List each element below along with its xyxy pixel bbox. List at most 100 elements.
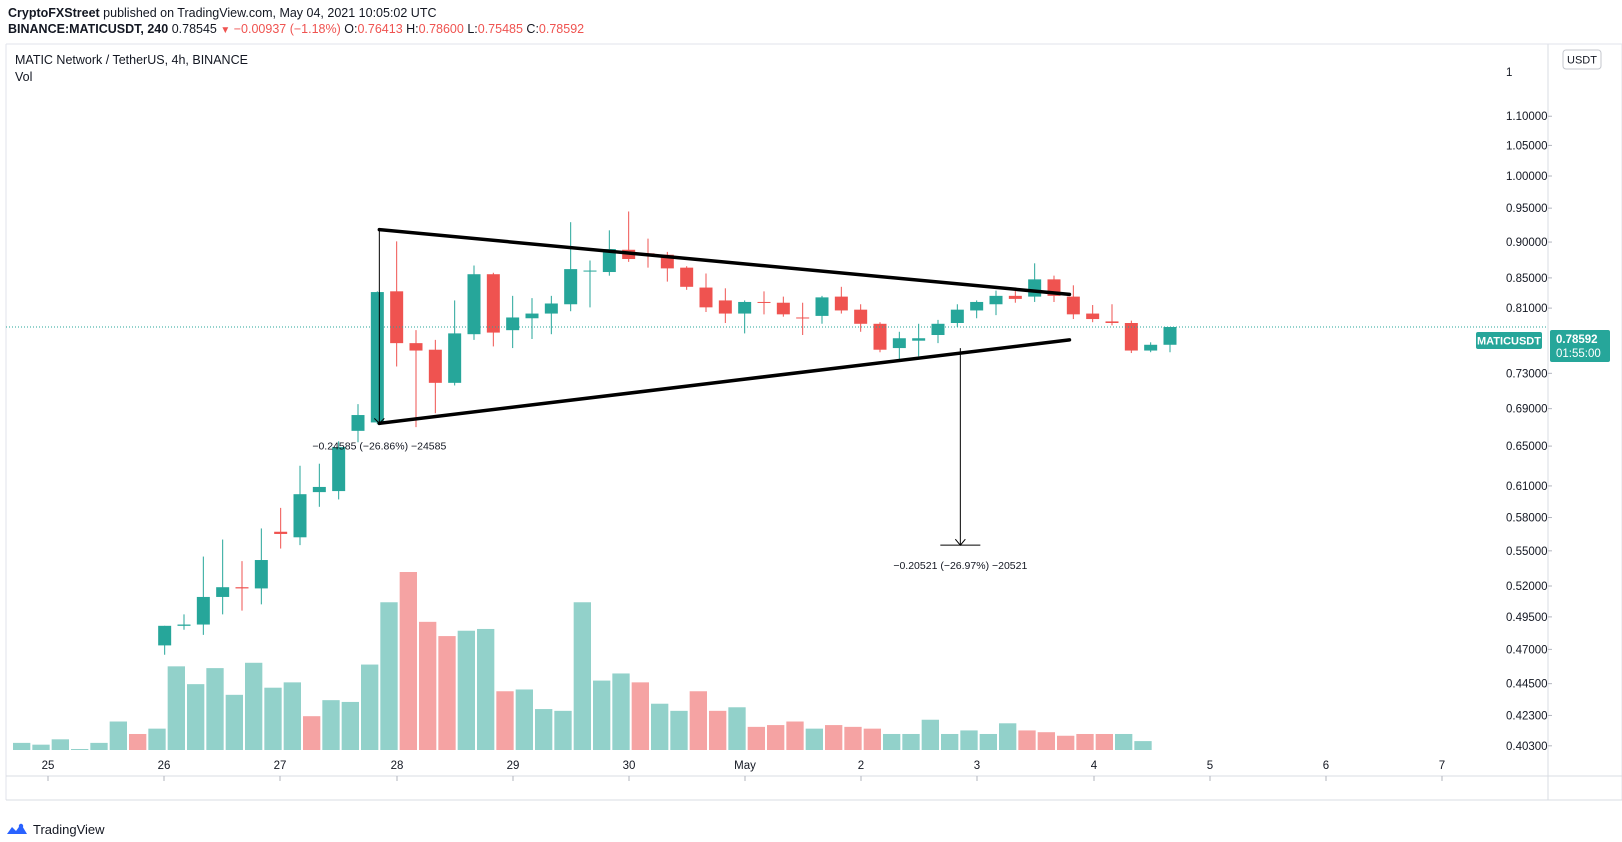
- volume-bar: [303, 716, 321, 750]
- candle: [834, 286, 848, 314]
- volume-bar: [979, 733, 997, 750]
- candle: [544, 295, 558, 335]
- candle: [854, 304, 868, 332]
- low-label: L:: [467, 22, 478, 36]
- price-tick-label: 0.42300: [1506, 710, 1548, 722]
- candle: [892, 331, 906, 360]
- volume-bar: [631, 682, 649, 750]
- volume-bar: [709, 710, 727, 750]
- volume-bar: [90, 742, 108, 750]
- candle: [196, 556, 210, 635]
- candle: [1008, 289, 1022, 303]
- candle: [602, 230, 616, 276]
- volume-bar: [71, 749, 89, 750]
- symbol-interval: BINANCE:MATICUSDT, 240: [8, 22, 169, 36]
- candle: [448, 300, 462, 386]
- time-tick-label: 7: [1439, 760, 1445, 772]
- time-tick-label: 2: [858, 760, 864, 772]
- candle: [428, 339, 442, 414]
- candle: [815, 295, 829, 324]
- candle: [158, 625, 172, 655]
- volume-bar: [380, 602, 398, 750]
- drawings: −0.24585 (−26.86%) −24585 −0.20521 (−26.9…: [6, 227, 1548, 572]
- trendline-lower[interactable]: [377, 338, 1072, 426]
- price-tick-label: 0.52000: [1506, 581, 1548, 593]
- volume-bar: [902, 733, 920, 750]
- candle: [216, 539, 230, 615]
- volume-bar: [825, 725, 843, 750]
- volume-bar: [863, 728, 881, 750]
- candle: [274, 507, 288, 549]
- volume-bar: [535, 709, 553, 750]
- footer-brand[interactable]: TradingView: [33, 821, 105, 837]
- price-axis[interactable]: 1.10000 1.05000 1.00000 0.95000 0.90000 0.850…: [1506, 67, 1552, 753]
- candle: [970, 300, 984, 319]
- volume-bar: [51, 739, 69, 750]
- candle: [738, 300, 752, 334]
- volume-bar: [129, 733, 147, 750]
- volume-bar: [283, 682, 301, 750]
- chart-header: CryptoFXStreet published on TradingView.…: [8, 2, 1408, 44]
- time-tick-label: 6: [1323, 760, 1329, 772]
- open-value: 0.76413: [357, 22, 403, 36]
- price-tick-label: 0.85000: [1506, 273, 1548, 285]
- price-tags: MATICUSDT 0.78592 01:55:00 USDT: [1476, 49, 1610, 362]
- volume-bar: [32, 744, 50, 750]
- candle: [1163, 326, 1177, 353]
- price-tick-label: 0.49500: [1506, 612, 1548, 624]
- close-value: 0.78592: [538, 22, 585, 36]
- volume-bar: [322, 700, 340, 750]
- series-title: MATIC Network / TetherUS, 4h, BINANCE: [15, 53, 248, 67]
- volume-bar: [883, 733, 901, 750]
- publisher-line: CryptoFXStreet published on TradingView.…: [8, 6, 436, 21]
- candle: [351, 404, 365, 443]
- volume-bar: [419, 621, 437, 750]
- candle: [699, 273, 713, 313]
- volume-bar: [1134, 741, 1152, 750]
- time-tick-label: 5: [1207, 760, 1213, 772]
- volume-bars: [13, 572, 1152, 750]
- price-tick-label: 0.47000: [1506, 644, 1548, 656]
- currency-button[interactable]: USDT: [1567, 55, 1597, 67]
- price-tick-label: 0.90000: [1506, 237, 1548, 249]
- current-price-tag: 0.78592: [1556, 334, 1598, 346]
- candles: [158, 211, 1177, 655]
- candle: [1086, 305, 1100, 323]
- volume-bar: [206, 668, 224, 750]
- volume-bar: [341, 701, 359, 750]
- volume-bar: [109, 721, 127, 750]
- candle: [486, 272, 500, 347]
- time-axis[interactable]: 25 26 27 28 29 30 May 2 3 4 5 6 7: [42, 760, 1446, 781]
- candle: [796, 302, 810, 336]
- volume-bar: [1095, 733, 1113, 750]
- volume-bar: [496, 691, 514, 750]
- volume-bar: [554, 710, 572, 750]
- author-name[interactable]: CryptoFXStreet: [8, 6, 100, 20]
- candle: [950, 304, 964, 327]
- candle: [1144, 342, 1158, 353]
- price-tick-label: 0.61000: [1506, 481, 1548, 493]
- price-tick-label: 0.69000: [1506, 404, 1548, 416]
- candle: [332, 441, 346, 500]
- time-tick-label: May: [734, 760, 756, 772]
- price-tick-label: 1.05000: [1506, 140, 1548, 152]
- time-tick-label: 25: [42, 760, 55, 772]
- volume-bar: [1037, 732, 1055, 750]
- price-tick-label: 0.40300: [1506, 741, 1548, 753]
- symbol-tag: MATICUSDT: [1477, 336, 1541, 348]
- candle: [1124, 320, 1138, 354]
- time-tick-label: 28: [391, 760, 404, 772]
- volume-bar: [1076, 733, 1094, 750]
- price-tick-label: 1: [1506, 67, 1512, 79]
- trendline-upper[interactable]: [377, 227, 1072, 297]
- ohlc-line: BINANCE:MATICUSDT, 240 0.78545 ▼ −0.0093…: [8, 22, 584, 38]
- price-change: −0.00937 (−1.18%): [233, 22, 341, 36]
- volume-bar: [245, 662, 263, 750]
- price-tick-label: 0.81000: [1506, 303, 1548, 315]
- price-tick-label: 1.00000: [1506, 171, 1548, 183]
- chart-frame: [5, 43, 1622, 801]
- currency-button-bg[interactable]: [1562, 49, 1602, 70]
- volume-bar: [960, 730, 978, 750]
- low-value: 0.75485: [477, 22, 523, 36]
